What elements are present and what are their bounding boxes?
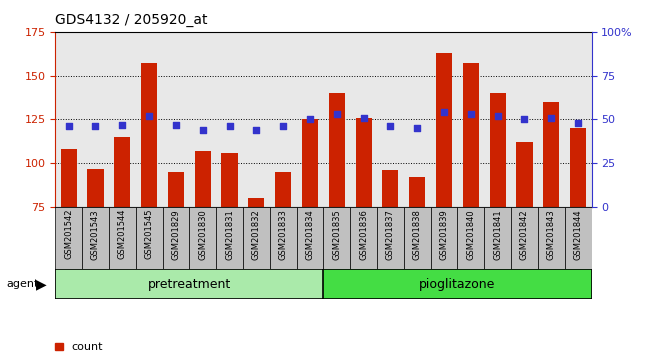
Bar (543, 102, 559, 207)
FancyBboxPatch shape (484, 207, 511, 269)
Point (90, 124, 101, 129)
Text: GSM201543: GSM201543 (91, 209, 100, 259)
FancyBboxPatch shape (82, 207, 109, 269)
Point (412, 125, 423, 131)
Bar (356, 118, 372, 207)
Bar (382, 170, 398, 207)
Point (305, 117, 315, 122)
Bar (489, 93, 506, 207)
Bar (222, 153, 238, 207)
Text: GDS4132 / 205920_at: GDS4132 / 205920_at (55, 12, 208, 27)
FancyBboxPatch shape (270, 207, 296, 269)
Bar (516, 142, 532, 207)
Point (251, 127, 261, 133)
Text: pioglitazone: pioglitazone (419, 278, 495, 291)
Bar (570, 128, 586, 207)
Bar (329, 93, 344, 207)
Text: GSM201837: GSM201837 (386, 209, 395, 260)
Text: GSM201830: GSM201830 (198, 209, 207, 260)
Text: GSM201836: GSM201836 (359, 209, 368, 260)
Text: GSM201545: GSM201545 (144, 209, 153, 259)
Point (64, 124, 74, 129)
Point (198, 127, 208, 133)
Bar (410, 177, 425, 207)
Text: GSM201832: GSM201832 (252, 209, 261, 260)
FancyBboxPatch shape (565, 207, 592, 269)
Bar (141, 63, 157, 207)
Text: GSM201833: GSM201833 (279, 209, 288, 260)
Text: GSM201841: GSM201841 (493, 209, 502, 259)
FancyBboxPatch shape (350, 207, 377, 269)
Text: GSM201831: GSM201831 (225, 209, 234, 260)
Point (439, 110, 449, 115)
FancyBboxPatch shape (109, 207, 136, 269)
Text: GSM201542: GSM201542 (64, 209, 73, 259)
Point (493, 113, 503, 119)
Text: GSM201839: GSM201839 (439, 209, 448, 260)
Text: pretreatment: pretreatment (148, 278, 231, 291)
Bar (248, 198, 265, 207)
Text: GSM201838: GSM201838 (413, 209, 422, 260)
FancyBboxPatch shape (511, 207, 538, 269)
Bar (463, 63, 479, 207)
Text: count: count (72, 342, 103, 352)
Point (224, 124, 235, 129)
Point (117, 122, 127, 127)
Bar (114, 137, 130, 207)
FancyBboxPatch shape (458, 207, 484, 269)
FancyBboxPatch shape (404, 207, 430, 269)
Text: GSM201844: GSM201844 (573, 209, 582, 259)
Point (385, 124, 396, 129)
Point (519, 117, 530, 122)
Bar (168, 172, 184, 207)
Point (171, 122, 181, 127)
Text: GSM201834: GSM201834 (306, 209, 315, 260)
Point (358, 115, 369, 121)
FancyBboxPatch shape (377, 207, 404, 269)
FancyBboxPatch shape (243, 207, 270, 269)
Text: agent: agent (6, 279, 39, 289)
Bar (60, 149, 77, 207)
Point (465, 112, 476, 117)
Point (278, 124, 289, 129)
Bar (275, 172, 291, 207)
FancyBboxPatch shape (324, 269, 592, 299)
Text: GSM201835: GSM201835 (332, 209, 341, 260)
Text: GSM201544: GSM201544 (118, 209, 127, 259)
Bar (436, 53, 452, 207)
FancyBboxPatch shape (324, 207, 350, 269)
Text: GSM201840: GSM201840 (466, 209, 475, 259)
FancyBboxPatch shape (296, 207, 324, 269)
Point (332, 112, 342, 117)
FancyBboxPatch shape (162, 207, 189, 269)
Text: GSM201829: GSM201829 (172, 209, 181, 259)
Text: ▶: ▶ (36, 277, 46, 291)
FancyBboxPatch shape (430, 207, 458, 269)
Bar (302, 120, 318, 207)
FancyBboxPatch shape (216, 207, 243, 269)
Point (573, 120, 583, 126)
Bar (87, 169, 103, 207)
FancyBboxPatch shape (189, 207, 216, 269)
FancyBboxPatch shape (538, 207, 565, 269)
FancyBboxPatch shape (55, 207, 82, 269)
Point (144, 113, 154, 119)
FancyBboxPatch shape (55, 269, 324, 299)
FancyBboxPatch shape (136, 207, 162, 269)
Text: GSM201842: GSM201842 (520, 209, 529, 259)
Bar (195, 151, 211, 207)
Text: GSM201843: GSM201843 (547, 209, 556, 260)
Point (546, 115, 556, 121)
